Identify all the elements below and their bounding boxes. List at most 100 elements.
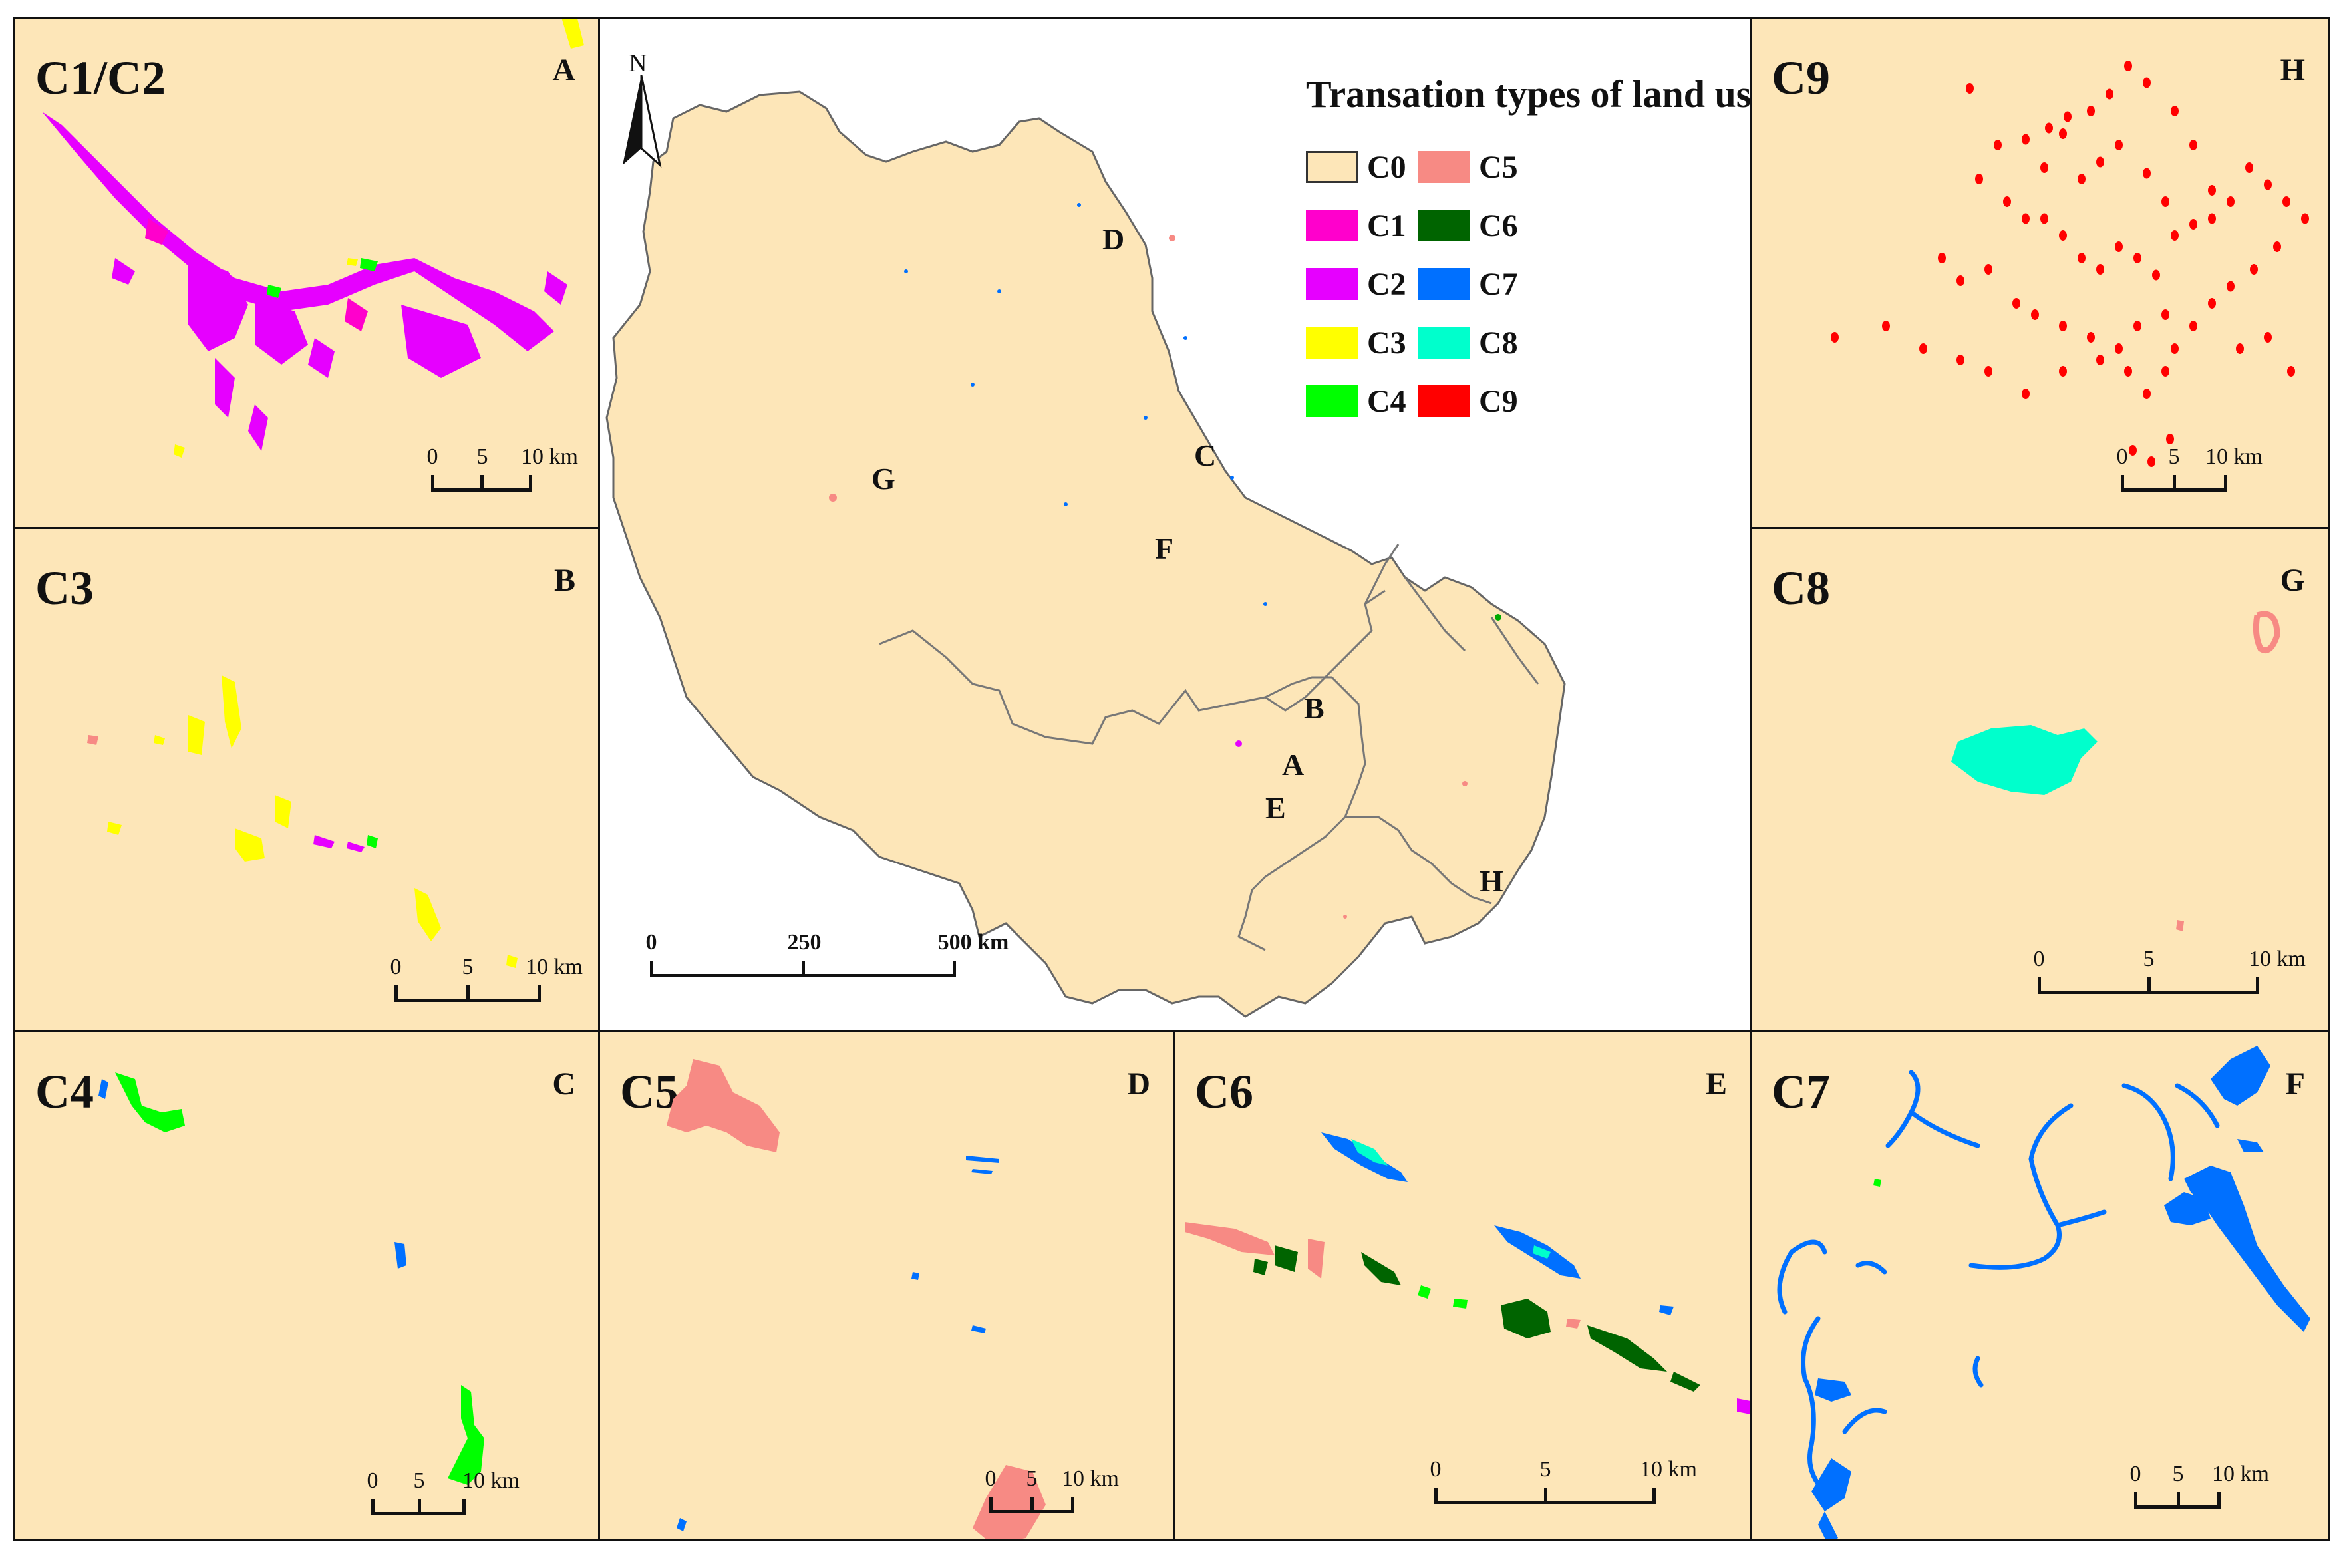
legend-swatch bbox=[1418, 327, 1470, 359]
c9-patch bbox=[2273, 241, 2281, 252]
legend-label: C4 bbox=[1367, 383, 1406, 419]
panel-site-letter: F bbox=[2285, 1066, 2305, 1102]
site-label-d: D bbox=[1102, 222, 1125, 256]
panel-map-features bbox=[87, 675, 518, 968]
c5-patches-small bbox=[2176, 920, 2184, 931]
legend-item-c5: C5 bbox=[1418, 149, 1518, 185]
c7-patches bbox=[677, 1156, 999, 1531]
c9-patch bbox=[2022, 389, 2030, 399]
c9-patch bbox=[2133, 253, 2141, 263]
c9-patch bbox=[2096, 156, 2104, 168]
legend: Transation types of land use C0 C1 C2 C3… bbox=[1306, 72, 1750, 431]
panel-map-features bbox=[98, 1072, 484, 1485]
scale-label: 0 bbox=[1430, 1457, 1442, 1482]
legend-label: C6 bbox=[1479, 208, 1518, 243]
c9-patch bbox=[2096, 355, 2104, 365]
c9-patch bbox=[2031, 309, 2039, 320]
c9-patch bbox=[2124, 61, 2132, 71]
c9-patch bbox=[2143, 77, 2151, 88]
main-map-panel: N D G C F B A E H 0 250 500 km Transatio… bbox=[598, 17, 1752, 1032]
c9-patch bbox=[2189, 321, 2197, 331]
c9-patch bbox=[2040, 213, 2048, 224]
scale-label: 10 km bbox=[1062, 1466, 1119, 1491]
c7-patches bbox=[98, 1079, 406, 1269]
panel-title: C6 bbox=[1195, 1065, 1253, 1118]
c3-patches bbox=[107, 675, 518, 968]
legend-swatch bbox=[1306, 151, 1358, 183]
scale-label: 0 bbox=[2116, 444, 2128, 469]
legend-swatch bbox=[1418, 385, 1470, 417]
c9-patch bbox=[2301, 213, 2309, 224]
c9-patch bbox=[2227, 196, 2235, 207]
c9-patch bbox=[1831, 332, 1839, 343]
c4-patches bbox=[267, 258, 378, 298]
legend-item-c1: C1 bbox=[1306, 208, 1406, 243]
c9-patch bbox=[2152, 269, 2160, 281]
scale-label: 10 km bbox=[2249, 947, 2306, 971]
c9-patch bbox=[2106, 88, 2113, 100]
legend-swatch bbox=[1418, 210, 1470, 241]
legend-label: C5 bbox=[1479, 149, 1518, 185]
scale-label: 10 km bbox=[526, 955, 583, 979]
legend-label: C3 bbox=[1367, 325, 1406, 361]
c9-patch bbox=[2282, 196, 2290, 207]
c1-patches bbox=[145, 218, 368, 331]
panel-title: C4 bbox=[35, 1065, 94, 1118]
internal-boundaries bbox=[879, 544, 1539, 951]
panel-site-letter: E bbox=[1705, 1066, 1727, 1102]
main-scale-bar: 0 250 500 km bbox=[646, 930, 1009, 997]
scale-label: 5 bbox=[2172, 1462, 2184, 1486]
c9-patch bbox=[2059, 366, 2067, 377]
c9-patch bbox=[1956, 275, 1964, 286]
c9-patch bbox=[2087, 106, 2095, 116]
c9-patches bbox=[1831, 61, 2309, 467]
c7-water-bodies bbox=[1811, 1046, 2310, 1539]
legend-swatch bbox=[1306, 327, 1358, 359]
c5-patches bbox=[87, 735, 98, 745]
c5-patches bbox=[1185, 1222, 1581, 1329]
panel-title: C1/C2 bbox=[35, 51, 166, 104]
scale-bar: 0 5 10 km bbox=[2117, 444, 2263, 498]
c9-patch bbox=[2189, 140, 2197, 150]
c9-patch bbox=[2129, 445, 2137, 456]
c9-patch bbox=[2115, 241, 2123, 252]
c2-patches bbox=[313, 835, 365, 852]
c9-patch bbox=[2087, 332, 2095, 343]
legend-label: C0 bbox=[1367, 149, 1406, 185]
scale-label: 5 bbox=[476, 444, 488, 469]
c9-patch bbox=[2250, 264, 2258, 275]
scale-label: 0 bbox=[2033, 947, 2045, 971]
c9-patch bbox=[2227, 281, 2235, 292]
legend-label: C1 bbox=[1367, 208, 1406, 243]
scale-label: 0 bbox=[645, 930, 657, 955]
c9-patch bbox=[1975, 174, 1983, 184]
legend-label: C2 bbox=[1367, 266, 1406, 302]
c9-patch bbox=[2115, 140, 2123, 150]
panel-c7: C7 F bbox=[1750, 1030, 2330, 1541]
c9-patch bbox=[1938, 253, 1946, 263]
legend-item-c4: C4 bbox=[1306, 383, 1406, 419]
panel-map-features bbox=[1777, 1046, 2310, 1539]
scale-label: 5 bbox=[413, 1468, 425, 1493]
c9-patch bbox=[2115, 343, 2123, 354]
c9-patch bbox=[2022, 213, 2030, 224]
legend-item-c7: C7 bbox=[1418, 266, 1518, 302]
scale-bar: 0 5 10 km bbox=[985, 1466, 1122, 1519]
scale-label: 10 km bbox=[2205, 444, 2263, 469]
legend-item-c2: C2 bbox=[1306, 266, 1406, 302]
panel-site-letter: B bbox=[553, 563, 575, 598]
panel-c9: C9 H 0 5 10 km bbox=[1750, 17, 2330, 529]
c5-patches bbox=[2253, 611, 2280, 653]
c9-patch bbox=[2171, 230, 2179, 241]
c9-patch bbox=[1984, 264, 1992, 275]
c9-patch bbox=[2236, 343, 2244, 354]
c9-patch bbox=[2133, 321, 2141, 331]
c9-patch bbox=[2143, 389, 2151, 399]
c6-patches bbox=[1253, 1245, 1700, 1392]
c9-patch bbox=[2208, 298, 2216, 309]
c9-patch bbox=[2264, 332, 2272, 343]
site-label-a: A bbox=[1282, 748, 1305, 782]
c9-patch bbox=[1882, 321, 1890, 331]
scale-bar: 0 5 10 km bbox=[2034, 947, 2306, 1000]
legend-label: C7 bbox=[1479, 266, 1518, 302]
